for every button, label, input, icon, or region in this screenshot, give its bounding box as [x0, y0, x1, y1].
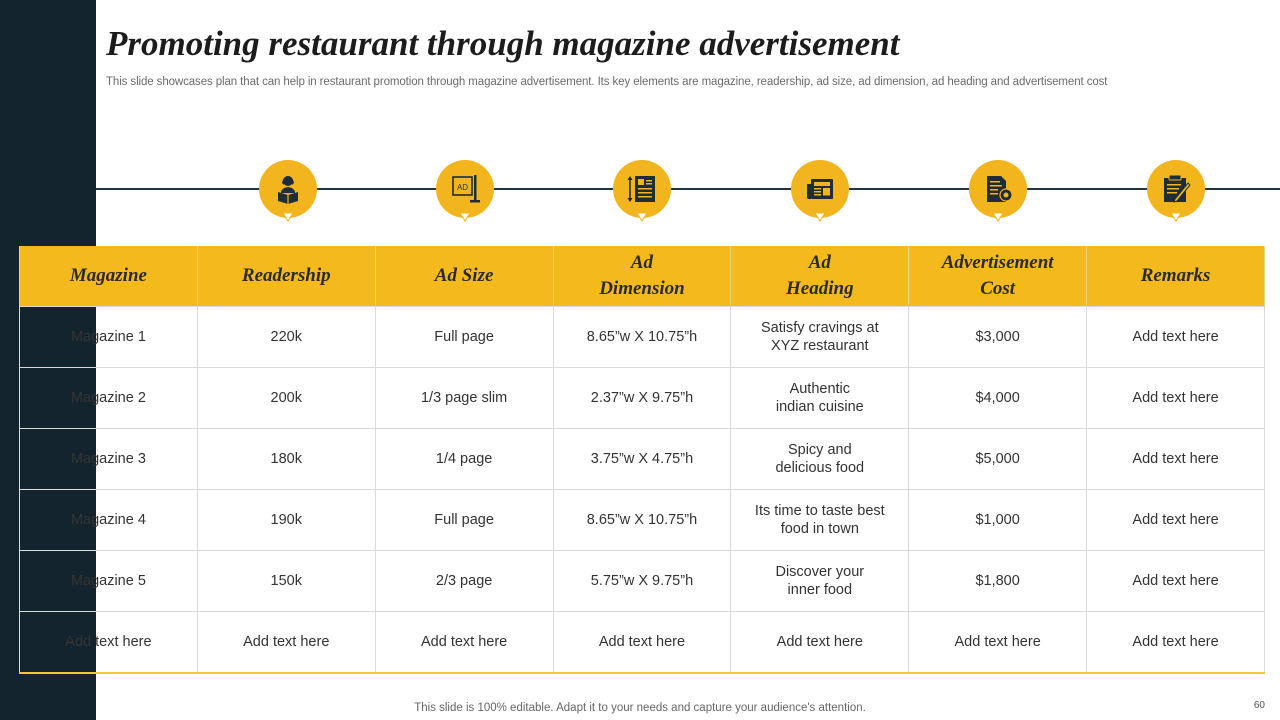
slide-subtitle: This slide showcases plan that can help …	[106, 76, 1108, 88]
advertisement-table: Magazine Readership Ad Size Ad Dimension …	[19, 246, 1265, 674]
cell-advertisement-cost: Add text here	[908, 611, 1088, 674]
table-row: Add text here Add text here Add text here A…	[19, 611, 1265, 674]
table-row: Magazine 2 200k 1/3 page slim 2.37”w X 9.75…	[19, 367, 1265, 429]
page-number: 60	[1253, 700, 1265, 711]
header-readership: Readership	[196, 246, 376, 307]
cell-readership: 220k	[196, 306, 376, 368]
pointer-icon	[459, 212, 471, 222]
cell-remarks: Add text here	[1086, 306, 1265, 368]
icon-node-ad-heading	[791, 160, 849, 222]
cell-readership: 200k	[196, 367, 376, 429]
cell-remarks: Add text here	[1086, 611, 1265, 674]
cell-ad-dimension: 8.65”w X 10.75”h	[552, 306, 732, 368]
pointer-icon	[814, 212, 826, 222]
cell-advertisement-cost: $4,000	[908, 367, 1088, 429]
header-remarks: Remarks	[1086, 246, 1265, 307]
table-row: Magazine 5 150k 2/3 page 5.75”w X 9.75”h Dis…	[19, 550, 1265, 612]
cell-ad-heading: Add text here	[730, 611, 910, 674]
table-row: Magazine 4 190k Full page 8.65”w X 10.75”h I…	[19, 489, 1265, 551]
table-row: Magazine 1 220k Full page 8.65”w X 10.75”h S…	[19, 306, 1265, 368]
cell-ad-heading: Discover your inner food	[730, 550, 910, 612]
cell-remarks: Add text here	[1086, 367, 1265, 429]
pointer-icon	[992, 212, 1004, 222]
cell-ad-dimension: 2.37”w X 9.75”h	[552, 367, 732, 429]
slide-title: Promoting restaurant through magazine ad…	[106, 24, 900, 63]
cell-ad-dimension: 3.75”w X 4.75”h	[552, 428, 732, 490]
header-advertisement-cost: Advertisement Cost	[908, 246, 1088, 307]
ad-board-icon: AD	[452, 175, 480, 203]
cell-remarks: Add text here	[1086, 489, 1265, 551]
remarks-clipboard-icon	[1164, 174, 1191, 203]
header-ad-size: Ad Size	[374, 246, 554, 307]
pointer-icon	[636, 212, 648, 222]
icon-node-remarks	[1147, 160, 1205, 222]
cell-magazine: Magazine 1	[19, 306, 198, 368]
cell-ad-dimension: 5.75”w X 9.75”h	[552, 550, 732, 612]
header-magazine: Magazine	[19, 246, 198, 307]
table-body: Magazine 1 220k Full page 8.65”w X 10.75”h S…	[19, 306, 1265, 674]
cell-ad-size: Full page	[374, 306, 554, 368]
cell-ad-dimension: 8.65”w X 10.75”h	[552, 489, 732, 551]
cell-ad-size: 1/4 page	[374, 428, 554, 490]
header-ad-dimension: Ad Dimension	[552, 246, 732, 307]
pointer-icon	[1170, 212, 1182, 222]
cell-advertisement-cost: $1,800	[908, 550, 1088, 612]
cell-ad-heading: Spicy and delicious food	[730, 428, 910, 490]
reader-icon	[278, 176, 298, 204]
cell-ad-heading: Satisfy cravings at XYZ restaurant	[730, 306, 910, 368]
icon-node-ad-size: AD	[436, 160, 494, 222]
cell-advertisement-cost: $3,000	[908, 306, 1088, 368]
cell-ad-size: 2/3 page	[374, 550, 554, 612]
cell-readership: 180k	[196, 428, 376, 490]
cell-ad-heading: Authentic indian cuisine	[730, 367, 910, 429]
cell-ad-size: Add text here	[374, 611, 554, 674]
dimension-icon	[627, 176, 655, 202]
cell-magazine: Magazine 2	[19, 367, 198, 429]
cell-magazine: Magazine 3	[19, 428, 198, 490]
cell-readership: 150k	[196, 550, 376, 612]
newspaper-icon	[807, 179, 833, 199]
cell-magazine: Magazine 4	[19, 489, 198, 551]
icon-node-magazine	[259, 160, 317, 222]
header-ad-heading: Ad Heading	[730, 246, 910, 307]
cell-ad-size: Full page	[374, 489, 554, 551]
cell-advertisement-cost: $1,000	[908, 489, 1088, 551]
icon-node-ad-dimension	[613, 160, 671, 222]
cell-readership: 190k	[196, 489, 376, 551]
table-header-row: Magazine Readership Ad Size Ad Dimension …	[19, 246, 1265, 307]
footer-note: This slide is 100% editable. Adapt it to…	[414, 702, 866, 714]
cell-readership: Add text here	[196, 611, 376, 674]
timeline-line	[96, 188, 1280, 190]
table-row: Magazine 3 180k 1/4 page 3.75”w X 4.75”h Spi…	[19, 428, 1265, 490]
icon-node-advertisement-cost	[969, 160, 1027, 222]
cell-remarks: Add text here	[1086, 428, 1265, 490]
cost-document-icon	[987, 176, 1013, 202]
cell-ad-size: 1/3 page slim	[374, 367, 554, 429]
cell-magazine: Magazine 5	[19, 550, 198, 612]
cell-ad-heading: Its time to taste best food in town	[730, 489, 910, 551]
cell-remarks: Add text here	[1086, 550, 1265, 612]
cell-ad-dimension: Add text here	[552, 611, 732, 674]
ad-board-label: AD	[457, 183, 468, 192]
cell-magazine: Add text here	[19, 611, 198, 674]
pointer-icon	[282, 212, 294, 222]
cell-advertisement-cost: $5,000	[908, 428, 1088, 490]
